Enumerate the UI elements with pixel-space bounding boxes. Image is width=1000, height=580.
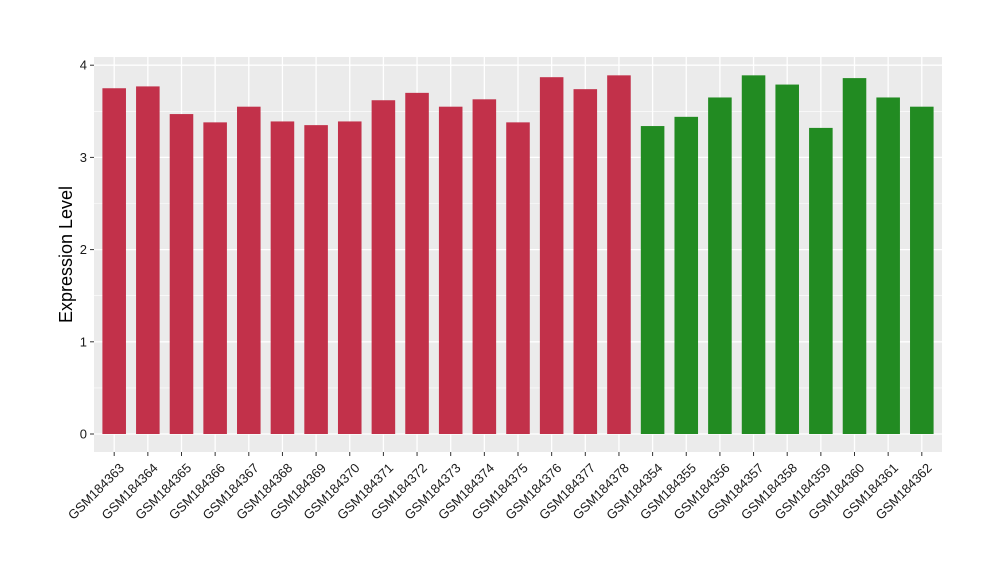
bar-GSM184362	[910, 106, 934, 434]
x-axis: GSM184363GSM184364GSM184365GSM184366GSM1…	[65, 452, 935, 523]
bar-GSM184369	[304, 125, 328, 434]
bar-GSM184378	[607, 75, 631, 434]
bar-GSM184377	[573, 89, 598, 434]
bar-GSM184361	[876, 97, 900, 434]
bar-GSM184364	[136, 86, 160, 434]
bar-GSM184354	[640, 126, 665, 434]
y-tick-label: 1	[80, 334, 87, 349]
bar-GSM184356	[708, 97, 732, 434]
bars	[102, 75, 934, 435]
bar-GSM184366	[203, 122, 227, 434]
bar-GSM184359	[809, 127, 833, 435]
bar-GSM184371	[371, 100, 396, 435]
y-axis: 0 1 2 3 4	[80, 58, 94, 442]
bar-GSM184368	[270, 121, 295, 434]
y-axis-title: Expression Level	[56, 186, 76, 323]
bar-GSM184358	[775, 84, 799, 434]
y-tick-label: 3	[80, 150, 87, 165]
bar-GSM184365	[169, 114, 194, 434]
y-tick-label: 0	[80, 427, 87, 442]
bar-GSM184360	[842, 78, 867, 434]
bar-GSM184355	[674, 116, 699, 434]
bar-GSM184376	[539, 77, 564, 434]
y-tick-label: 2	[80, 242, 87, 257]
bar-GSM184375	[506, 122, 530, 434]
bar-GSM184370	[337, 121, 362, 434]
bar-GSM184363	[102, 88, 126, 434]
bar-GSM184367	[237, 106, 261, 434]
bar-GSM184357	[741, 75, 766, 434]
y-tick-label: 4	[80, 58, 87, 73]
bar-GSM184372	[405, 92, 429, 435]
bar-GSM184373	[438, 106, 463, 434]
bar-GSM184374	[472, 99, 497, 435]
